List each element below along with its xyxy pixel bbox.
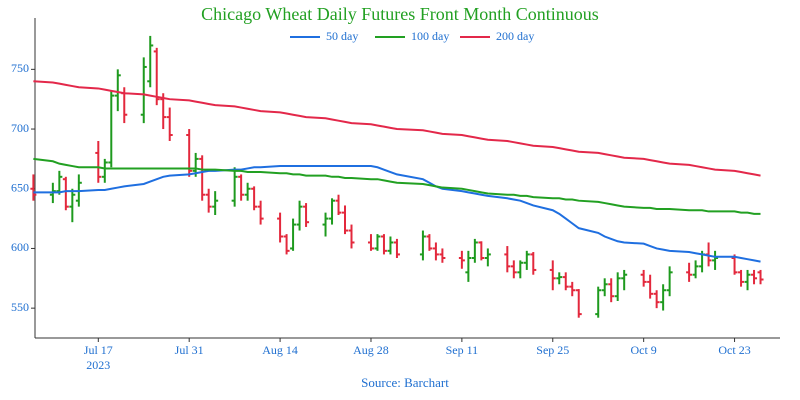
legend-label: 50 day [326,29,358,43]
moving-average-line [33,80,761,177]
x-tick-label: Aug 28 [353,343,389,357]
chart-title: Chicago Wheat Daily Futures Front Month … [201,4,599,24]
y-tick-label: 600 [11,240,29,254]
y-tick-label: 750 [11,61,29,75]
x-tick-label: Sep 11 [445,343,479,357]
x-tick-label: Jul 17 2023 [83,343,113,372]
x-tick-label: Sep 25 [536,343,570,357]
x-tick-label: Aug 14 [262,343,298,357]
x-tick-label: Oct 23 [718,343,751,357]
y-tick-label: 700 [11,121,29,135]
moving-average-line [33,165,761,263]
legend-label: 100 day [411,29,449,43]
source-note: Source: Barchart [361,375,449,390]
moving-average-line [33,157,761,215]
y-tick-label: 550 [11,300,29,314]
x-tick-label: Jul 31 [174,343,204,357]
x-tick-label: Oct 9 [630,343,657,357]
y-tick-label: 650 [11,180,29,194]
legend-label: 200 day [496,29,534,43]
